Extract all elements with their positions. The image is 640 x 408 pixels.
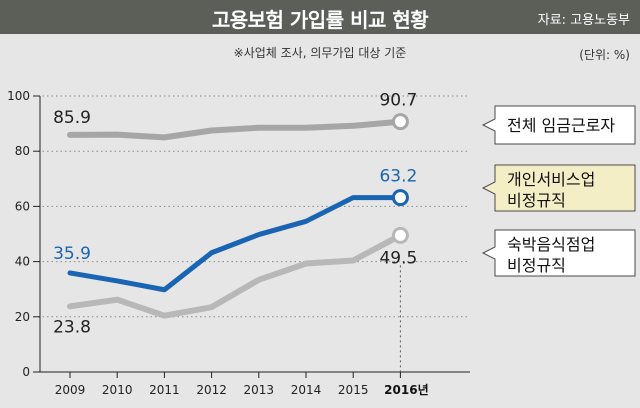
legend-label: 비정규직 [507, 191, 566, 210]
legend-callout [481, 164, 636, 212]
data-point [352, 259, 355, 262]
data-point [257, 233, 260, 236]
end-point-marker [391, 226, 409, 244]
y-tick-label: 20 [15, 310, 30, 324]
data-point [69, 305, 71, 308]
survey-note: ※사업체 조사, 의무가입 대상 기준 [233, 46, 407, 60]
data-point [305, 126, 307, 129]
y-tick-label: 100 [7, 89, 30, 103]
data-point [352, 124, 355, 127]
data-point [116, 298, 119, 301]
legend-label: 숙박음식점업 [507, 235, 595, 254]
title-bar: 고용보험 가입률 비교 현황 자료: 고용노동부 [0, 0, 640, 34]
end-point-marker [391, 113, 409, 131]
data-label: 85.9 [53, 108, 91, 128]
y-tick-label: 0 [22, 365, 30, 379]
x-tick-label: 2012 [196, 383, 227, 397]
data-point [210, 129, 213, 132]
data-point [116, 279, 119, 282]
x-tick-label: 2016년 [384, 383, 428, 397]
data-point [69, 133, 71, 136]
legend-callout [481, 105, 636, 145]
chart-title: 고용보험 가입률 비교 현황 [211, 8, 429, 32]
data-point [257, 126, 260, 129]
x-tick-label: 2013 [244, 383, 275, 397]
y-tick-label: 80 [15, 144, 30, 158]
series-line-2 [67, 195, 403, 293]
legend-callout [481, 229, 636, 277]
data-point [163, 288, 166, 291]
data-point [210, 251, 213, 254]
series-lines [67, 113, 409, 319]
x-tick-label: 2010 [102, 383, 133, 397]
data-label: 23.8 [53, 317, 91, 337]
x-tick-label: 2011 [149, 383, 180, 397]
y-tick-label: 60 [15, 199, 30, 213]
data-point [352, 196, 355, 199]
legend-label: 전체 임금근로자 [507, 116, 615, 135]
data-point [163, 136, 166, 139]
data-labels: 85.9 90.7 35.9 63.2 23.8 49.5 [53, 91, 417, 338]
data-label: 35.9 [53, 244, 91, 264]
data-point [69, 271, 71, 274]
legend-label: 비정규직 [507, 256, 566, 275]
x-tick-label: 2015 [338, 383, 369, 397]
data-label: 49.5 [379, 248, 417, 268]
end-point-marker [391, 189, 409, 207]
series-line-3 [67, 232, 404, 319]
y-tick-label: 40 [15, 255, 30, 269]
unit-label: (단위: %) [579, 48, 630, 62]
data-point [305, 220, 307, 223]
data-label: 63.2 [379, 167, 417, 187]
data-point [163, 314, 166, 317]
data-point [305, 262, 307, 265]
axes: 0 20 40 60 80 100 2009 2010 2011 2012 2013 2014 2015… [7, 89, 470, 397]
data-point [116, 133, 119, 136]
source-label: 자료: 고용노동부 [537, 13, 630, 28]
x-tick-label: 2014 [291, 383, 322, 397]
series-line-1 [67, 118, 404, 141]
legend-label: 개인서비스업 [507, 170, 595, 189]
data-point [257, 278, 260, 281]
x-tick-label: 2009 [55, 383, 86, 397]
data-point [210, 306, 213, 309]
data-label: 90.7 [379, 91, 417, 111]
legend-box-1: 전체 임금근로자 [481, 105, 636, 145]
grid [38, 95, 470, 318]
